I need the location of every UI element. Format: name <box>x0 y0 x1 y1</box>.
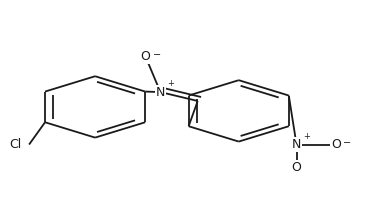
Text: O: O <box>141 50 150 63</box>
Text: +: + <box>167 79 173 88</box>
Text: −: − <box>153 50 161 60</box>
Text: O: O <box>331 138 341 151</box>
Text: N: N <box>156 86 165 99</box>
Text: +: + <box>303 132 310 141</box>
Text: N: N <box>292 138 301 151</box>
Text: O: O <box>292 161 301 174</box>
Text: Cl: Cl <box>9 138 22 151</box>
Text: −: − <box>343 138 351 148</box>
